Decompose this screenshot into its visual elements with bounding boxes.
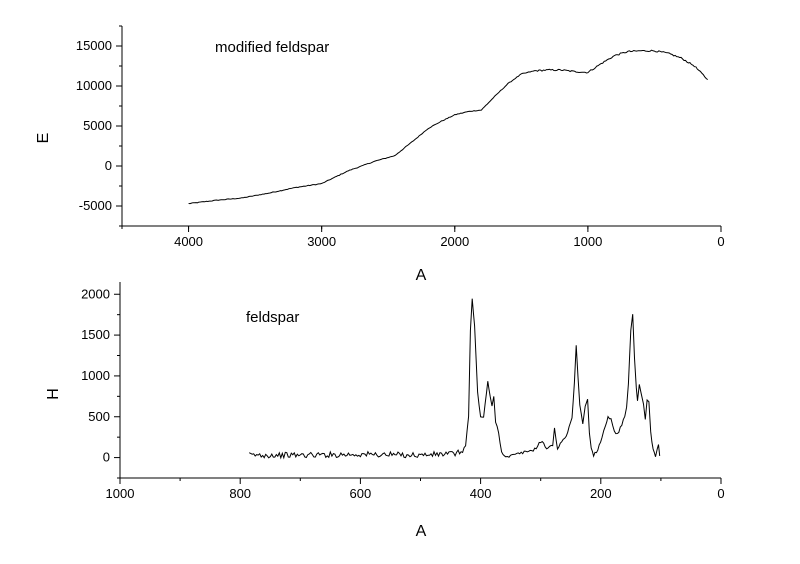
chart-bottom: feldspar H A 1000 800 600 400 200 00500100015… [45, 282, 725, 540]
series-line-top [188, 49, 708, 205]
y-tick-label-bottom: 2000 [81, 286, 110, 301]
chart-top: modified feldspar E A 4000 3000 2000 1000 0-… [35, 25, 725, 284]
y-tick-label-top: 10000 [76, 78, 112, 93]
x-tick-label-bottom: 200 [590, 486, 612, 501]
x-tick-label-top: 1000 [573, 234, 602, 249]
x-tick-label-top: 3000 [307, 234, 336, 249]
y-tick-label-bottom: 1500 [81, 327, 110, 342]
y-tick-label-bottom: 500 [88, 409, 110, 424]
series-line-bottom [248, 298, 661, 460]
annotation-feldspar: feldspar [246, 309, 299, 326]
x-tick-label-bottom: 400 [470, 486, 492, 501]
x-tick-label-bottom: 800 [229, 486, 251, 501]
annotation-modified-feldspar: modified feldspar [215, 39, 329, 56]
y-tick-label-top: -5000 [79, 198, 112, 213]
x-tick-label-bottom: 600 [350, 486, 372, 501]
y-tick-label-top: 5000 [83, 118, 112, 133]
y-tick-label-bottom: 1000 [81, 368, 110, 383]
x-tick-label-top: 4000 [174, 234, 203, 249]
y-tick-label-bottom: 0 [103, 450, 110, 465]
xlabel-bottom: A [416, 523, 427, 540]
x-tick-label-bottom: 1000 [106, 486, 135, 501]
x-tick-label-top: 2000 [440, 234, 469, 249]
xlabel-top: A [416, 267, 427, 284]
x-tick-label-top: 0 [717, 234, 724, 249]
x-tick-label-bottom: 0 [717, 486, 724, 501]
ylabel-bottom: H [45, 388, 62, 400]
y-tick-label-top: 15000 [76, 38, 112, 53]
ylabel-top: E [35, 133, 52, 144]
y-tick-label-top: 0 [105, 158, 112, 173]
